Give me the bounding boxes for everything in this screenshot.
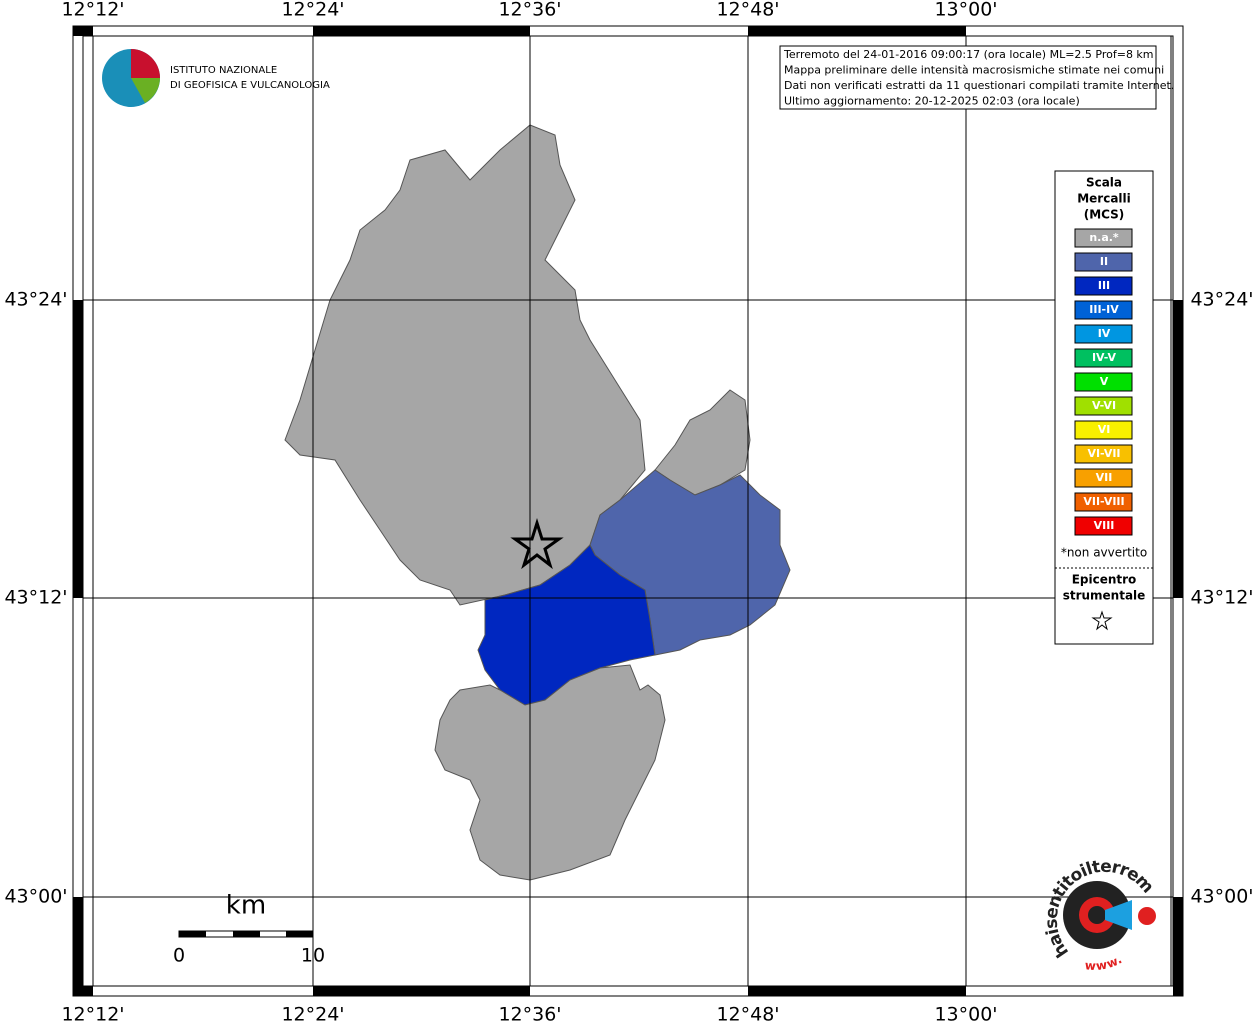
legend-epicentre: strumentale bbox=[1063, 589, 1146, 603]
legend-label: V bbox=[1100, 375, 1109, 388]
lat-label: 43°12' bbox=[1190, 587, 1253, 609]
lon-label: 12°12' bbox=[61, 1004, 124, 1025]
legend-label: III-IV bbox=[1089, 303, 1119, 316]
legend-swatch bbox=[1074, 300, 1133, 320]
legend-label: IV bbox=[1098, 327, 1111, 340]
scale-label: 0 bbox=[173, 945, 185, 967]
graticule bbox=[83, 36, 1173, 986]
legend-swatch bbox=[1074, 252, 1133, 272]
legend-star bbox=[1091, 610, 1113, 631]
legend-label: VII bbox=[1096, 471, 1113, 484]
lon-label: 12°48' bbox=[716, 1004, 779, 1025]
legend-swatch bbox=[1074, 228, 1133, 248]
lat-label: 43°00' bbox=[4, 886, 67, 908]
legend-label: V-VI bbox=[1092, 399, 1116, 412]
legend-swatch bbox=[1074, 276, 1133, 296]
info-line: Dati non verificati estratti da 11 quest… bbox=[784, 79, 1174, 92]
lat-label: 43°24' bbox=[4, 289, 67, 311]
legend-label: III bbox=[1098, 279, 1110, 292]
legend-label: II bbox=[1100, 255, 1108, 268]
lon-label: 12°24' bbox=[281, 1004, 344, 1025]
legend-swatch bbox=[1074, 444, 1133, 464]
info-box bbox=[779, 45, 1157, 110]
legend-swatch bbox=[1074, 348, 1133, 368]
legend-swatch bbox=[1074, 468, 1133, 488]
regions bbox=[284, 124, 791, 881]
epicentre bbox=[510, 517, 564, 570]
legend-label: IV-V bbox=[1092, 351, 1117, 364]
legend-title: Scala bbox=[1086, 176, 1122, 190]
legend-swatch bbox=[1074, 372, 1133, 392]
logo-text: DI GEOFISICA E VULCANOLOGIA bbox=[170, 80, 330, 91]
lon-label: 12°12' bbox=[61, 0, 124, 21]
legend-swatch bbox=[1074, 396, 1133, 416]
lon-label: 12°48' bbox=[716, 0, 779, 21]
lon-label: 13°00' bbox=[934, 0, 997, 21]
legend-title: (MCS) bbox=[1084, 208, 1125, 222]
legend-label: n.a.* bbox=[1089, 231, 1119, 244]
legend-title: Mercalli bbox=[1077, 192, 1131, 206]
legend-swatch bbox=[1074, 420, 1133, 440]
info-line: Ultimo aggiornamento: 20-12-2025 02:03 (… bbox=[784, 95, 1080, 108]
lat-label: 43°12' bbox=[4, 587, 67, 609]
legend-swatch bbox=[1074, 516, 1133, 536]
legend-note: *non avvertito bbox=[1061, 546, 1147, 560]
legend-swatch bbox=[1074, 492, 1133, 512]
legend-label: VIII bbox=[1094, 519, 1115, 532]
lon-label: 12°36' bbox=[498, 1004, 561, 1025]
lat-label: 43°00' bbox=[1190, 886, 1253, 908]
scale-label: 10 bbox=[301, 945, 325, 967]
info-line: Terremoto del 24-01-2016 09:00:17 (ora l… bbox=[783, 48, 1154, 61]
legend-swatch bbox=[1074, 324, 1133, 344]
legend-label: VII-VIII bbox=[1083, 495, 1124, 508]
lat-label: 43°24' bbox=[1190, 289, 1253, 311]
scale-unit: km bbox=[226, 891, 266, 921]
lon-label: 12°36' bbox=[498, 0, 561, 21]
lon-label: 12°24' bbox=[281, 0, 344, 21]
lon-label: 13°00' bbox=[934, 1004, 997, 1025]
info-line: Mappa preliminare delle intensità macros… bbox=[784, 64, 1164, 77]
legend-label: VI bbox=[1098, 423, 1111, 436]
logo-text: ISTITUTO NAZIONALE bbox=[170, 65, 277, 76]
legend-epicentre: Epicentro bbox=[1072, 573, 1137, 587]
legend-label: VI-VII bbox=[1087, 447, 1120, 460]
